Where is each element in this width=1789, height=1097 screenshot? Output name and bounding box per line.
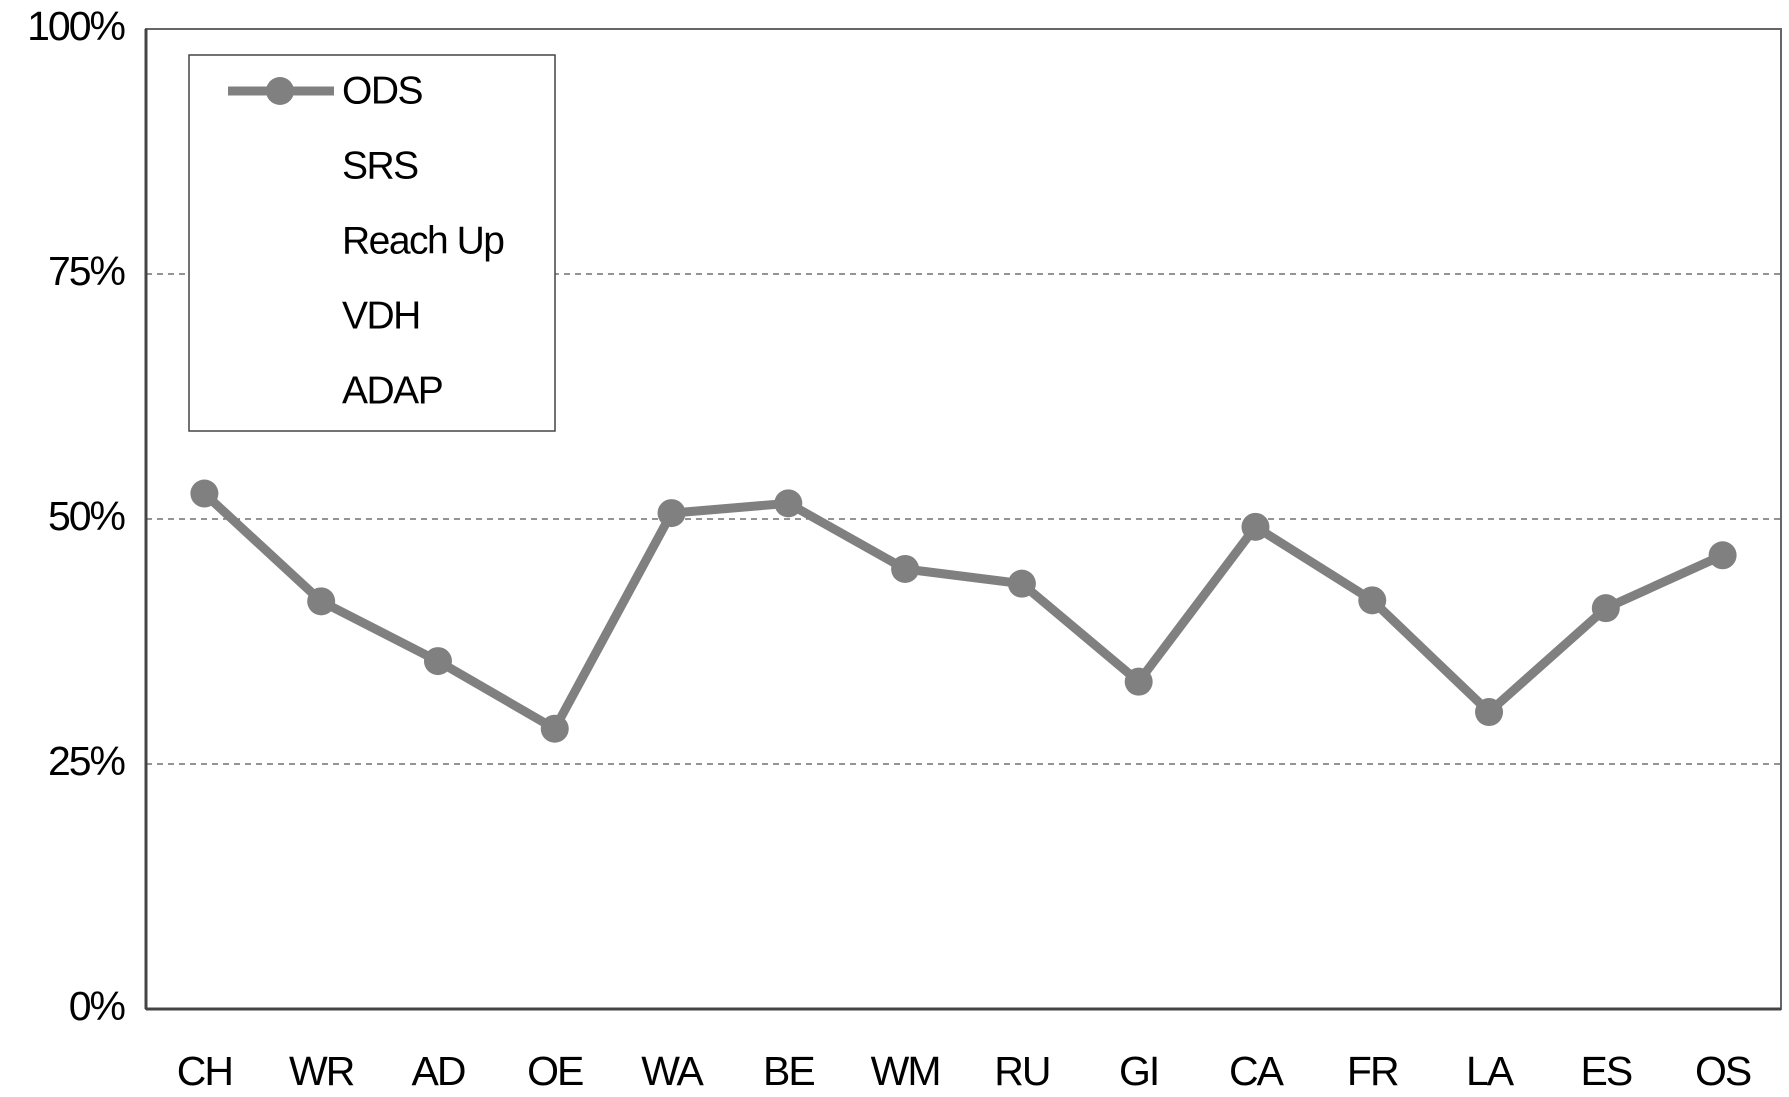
legend-label: VDH	[342, 294, 420, 337]
legend-label: Reach Up	[342, 219, 504, 262]
x-tick-label: WR	[289, 1048, 354, 1094]
x-tick-label: ES	[1580, 1048, 1631, 1094]
data-point	[774, 489, 803, 518]
series-line	[201, 490, 1725, 734]
y-tick-label: 50%	[48, 493, 125, 539]
y-tick-label: 0%	[69, 983, 125, 1029]
data-point	[307, 587, 336, 616]
legend-label: ADAP	[342, 369, 442, 412]
x-tick-label: WM	[871, 1048, 940, 1094]
legend-marker	[266, 302, 294, 330]
x-tick-label: AD	[411, 1048, 464, 1094]
legend-label: ODS	[342, 69, 423, 112]
x-tick-label: CH	[177, 1048, 232, 1094]
y-tick-label: 75%	[48, 248, 125, 294]
x-tick-label: LA	[1466, 1048, 1515, 1094]
legend-marker	[266, 377, 294, 405]
data-point	[1124, 667, 1153, 696]
data-point	[1475, 698, 1504, 727]
x-tick-label: RU	[994, 1048, 1049, 1094]
x-tick-label: FR	[1347, 1048, 1398, 1094]
legend-marker	[266, 152, 294, 180]
legend-label: SRS	[342, 144, 418, 187]
data-point	[423, 647, 452, 676]
legend-marker	[266, 77, 294, 105]
data-point	[1241, 512, 1270, 541]
data-point	[1358, 586, 1387, 615]
legend-marker	[266, 227, 294, 255]
x-tick-label: GI	[1119, 1048, 1158, 1094]
data-point	[657, 499, 686, 528]
data-point	[1708, 541, 1737, 570]
data-point	[190, 479, 219, 508]
y-tick-label: 25%	[48, 738, 125, 784]
x-tick-label: OS	[1695, 1048, 1751, 1094]
x-tick-label: BE	[763, 1048, 814, 1094]
data-point	[1591, 594, 1620, 623]
data-point	[891, 554, 920, 583]
x-tick-label: CA	[1229, 1048, 1285, 1094]
x-tick-label: WA	[641, 1048, 704, 1094]
x-tick-label: OE	[527, 1048, 583, 1094]
y-tick-label: 100%	[27, 3, 124, 49]
data-point	[1007, 569, 1036, 598]
data-point	[540, 714, 569, 743]
